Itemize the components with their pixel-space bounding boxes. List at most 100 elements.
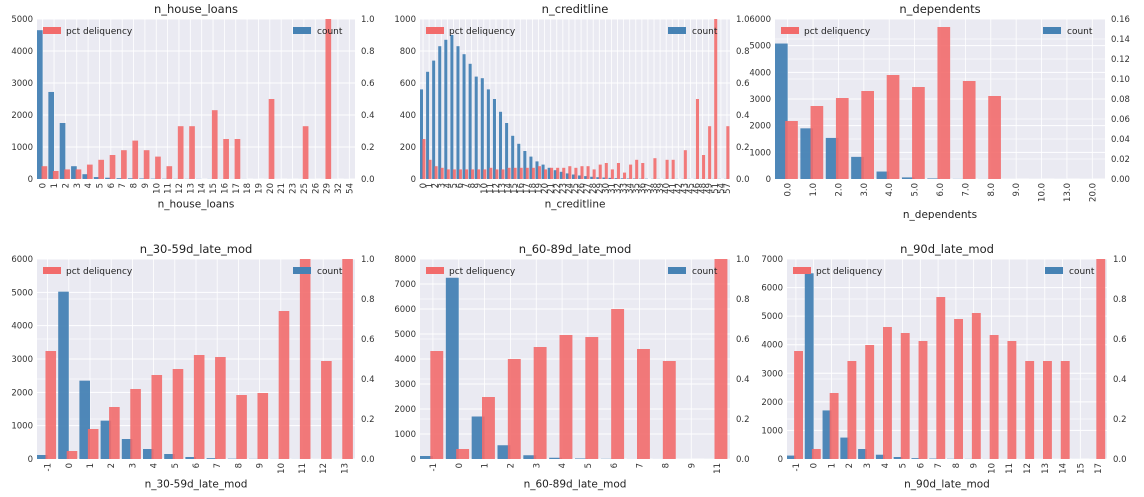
y-tick-right: 0.0 — [1113, 455, 1127, 465]
x-tick: 15 — [209, 183, 219, 194]
x-tick: 5 — [449, 183, 459, 188]
subplot-n_house_loans: 0 1000 2000 3000 4000 5000 0.0 0.2 0.4 0.6 0.8 1.0 0… — [11, 2, 374, 211]
count-bar — [549, 457, 563, 459]
count-bar — [116, 178, 123, 179]
x-tick: 1 — [86, 463, 96, 468]
x-tick: 49 — [705, 183, 715, 194]
pct-bar — [98, 159, 105, 179]
y-tick-left: 200 — [400, 143, 416, 153]
pct-bar — [75, 169, 82, 179]
x-tick: 14 — [1059, 463, 1069, 474]
y-tick-right: 0.4 — [736, 375, 750, 385]
x-tick: 12 — [175, 183, 185, 194]
pct-bar — [971, 313, 981, 459]
pct-bar — [464, 169, 469, 179]
x-tick: 17 — [1094, 463, 1104, 474]
x-axis-label: n_90d_late_mod — [904, 479, 990, 491]
count-bar — [185, 457, 196, 459]
x-tick: 3 — [532, 463, 542, 468]
legend-swatch-pct — [426, 27, 444, 34]
count-bar — [462, 54, 466, 180]
x-tick: 33 — [620, 183, 630, 194]
pct-bar — [482, 397, 495, 459]
count-bar — [59, 123, 66, 179]
pct-bar — [430, 351, 444, 459]
x-tick: 0 — [810, 463, 820, 468]
x-tick: 21 — [277, 183, 287, 194]
x-tick: 35 — [632, 183, 642, 194]
x-tick: 16 — [220, 183, 230, 194]
count-bar — [58, 291, 69, 459]
x-tick: 11 — [486, 183, 496, 194]
count-bar — [444, 39, 448, 179]
pct-bar — [299, 259, 311, 459]
count-bar — [450, 35, 454, 179]
y-tick-left: 6000 — [749, 15, 771, 25]
x-tick: 16 — [516, 183, 526, 194]
pct-bar — [531, 167, 535, 179]
x-tick: 20 — [266, 183, 276, 194]
x-tick: 13 — [498, 183, 508, 194]
count-bar — [565, 173, 569, 179]
y-tick-right: 0.8 — [736, 295, 750, 305]
x-tick: 6 — [107, 183, 117, 188]
x-tick: 19 — [254, 183, 264, 194]
y-tick-right: 0.8 — [1113, 295, 1127, 305]
y-tick-left: 8000 — [394, 255, 416, 265]
x-tick: 54 — [345, 183, 355, 194]
x-axis-label: n_30-59d_late_mod — [145, 479, 248, 491]
pct-bar — [87, 429, 99, 459]
x-tick: 4 — [150, 463, 160, 468]
pct-bar — [989, 335, 999, 459]
pct-bar — [912, 87, 925, 179]
count-bar — [497, 445, 511, 459]
pct-bar — [321, 361, 332, 459]
y-tick-right: 0.6 — [736, 335, 750, 345]
y-tick-left: 4000 — [394, 355, 416, 365]
y-tick-right: 0.04 — [1111, 135, 1130, 145]
x-tick: 8 — [130, 183, 140, 188]
subplot-n_30-59d_late_mod: 0 1000 2000 3000 4000 5000 6000 0.0 0.2 0.4 0.6 0.8… — [11, 242, 374, 491]
pct-bar — [714, 19, 718, 179]
x-tick: 14 — [504, 183, 514, 194]
x-tick: 26 — [311, 183, 321, 194]
pct-bar — [302, 126, 309, 179]
pct-bar — [585, 337, 599, 459]
x-tick: 37 — [644, 183, 654, 194]
pct-bar — [86, 164, 93, 179]
y-tick-left: 0 — [28, 455, 33, 465]
count-bar — [575, 458, 588, 459]
x-tick: 18 — [528, 183, 538, 194]
legend-label-count: count — [317, 267, 343, 277]
y-tick-right: 0.2 — [361, 415, 375, 425]
count-bar — [445, 277, 459, 459]
legend-label-pct: pct deliquency — [804, 27, 871, 37]
pct-bar — [1096, 259, 1106, 459]
pct-bar — [507, 167, 511, 179]
x-tick: 10 — [480, 183, 490, 194]
pct-bar — [637, 349, 650, 459]
count-bar — [608, 177, 612, 179]
y-tick-right: 0.4 — [1113, 375, 1127, 385]
x-tick: 5 — [584, 463, 594, 468]
x-tick: 6 — [610, 463, 620, 468]
x-tick: 1 — [425, 183, 435, 188]
count-bar — [127, 178, 134, 179]
pct-bar — [586, 166, 590, 179]
x-tick: 6.0 — [936, 183, 946, 197]
y-tick-left: 4000 — [11, 322, 33, 332]
x-tick: 13.0 — [1063, 183, 1073, 202]
x-tick: 51 — [711, 183, 721, 194]
legend-swatch-pct — [43, 267, 61, 274]
y-tick-right: 0.0 — [736, 455, 750, 465]
x-tick: 5 — [899, 463, 909, 468]
count-bar — [420, 456, 433, 459]
x-tick: 5.0 — [911, 183, 921, 197]
count-bar — [893, 457, 903, 459]
y-tick-right: 0.8 — [736, 47, 750, 57]
subplot-title: n_house_loans — [154, 2, 238, 16]
x-tick: 26 — [577, 183, 587, 194]
legend-label-pct: pct deliquency — [816, 267, 883, 277]
count-bar — [596, 177, 600, 179]
pct-bar — [121, 150, 127, 179]
